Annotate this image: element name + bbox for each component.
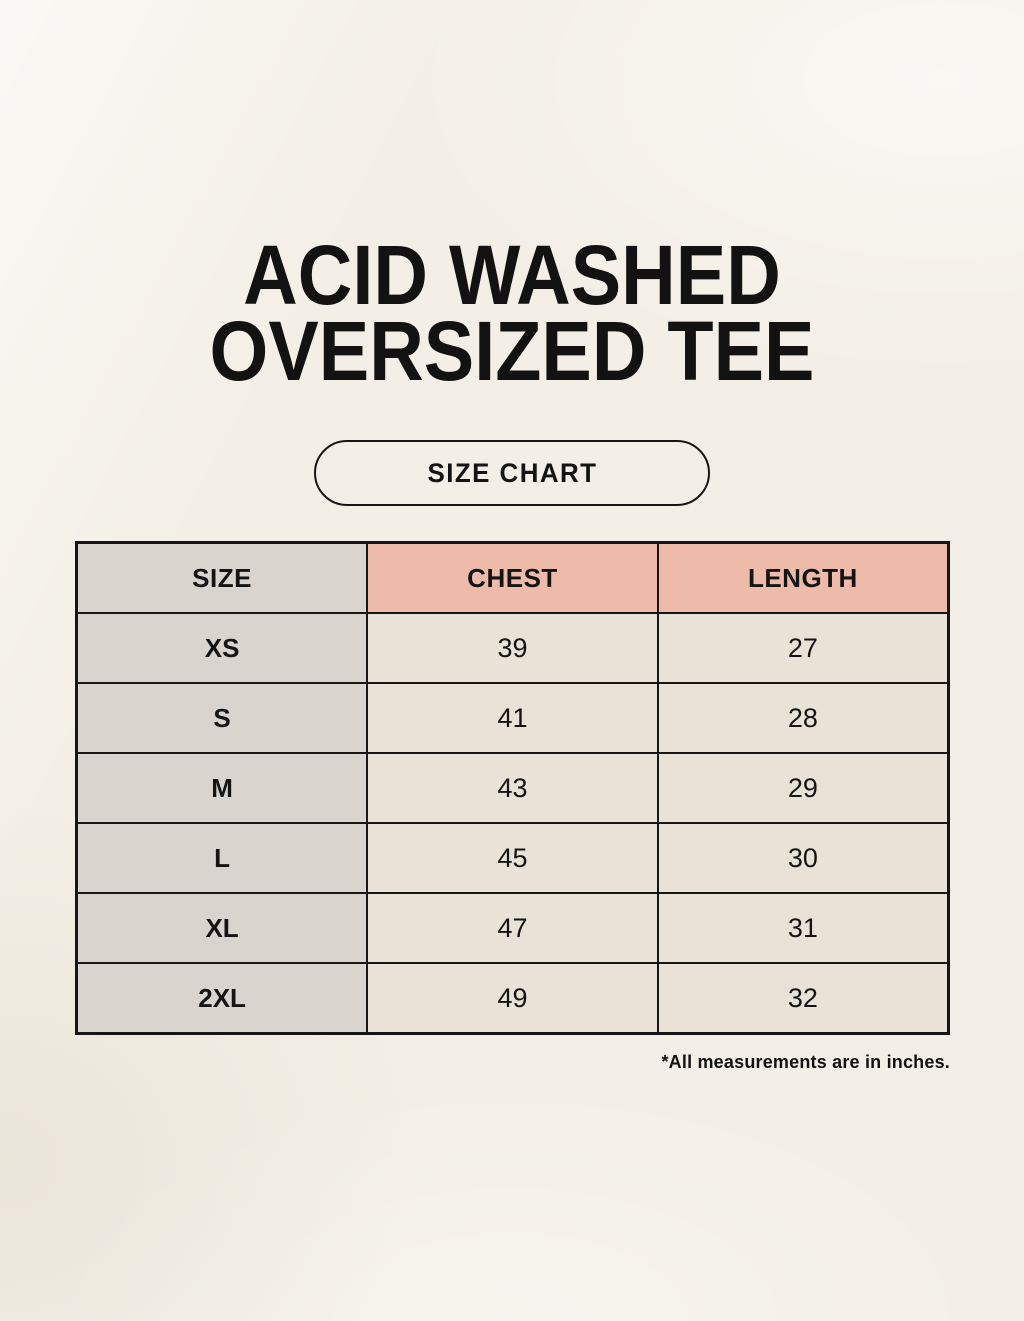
column-header-size: SIZE <box>75 541 369 614</box>
size-label: L <box>75 822 369 894</box>
table-row-2xl: 2XL 49 32 <box>75 962 950 1035</box>
size-chart-table-container: SIZE CHEST LENGTH XS 39 27 S 41 28 M 43 … <box>75 541 950 1035</box>
size-chart-badge-label: SIZE CHART <box>427 457 597 488</box>
table-row-xl: XL 47 31 <box>75 892 950 964</box>
length-value: 31 <box>656 892 950 964</box>
size-label: XS <box>75 612 369 684</box>
table-row-s: S 41 28 <box>75 682 950 754</box>
size-chart-table: SIZE CHEST LENGTH XS 39 27 S 41 28 M 43 … <box>75 541 950 1035</box>
size-label: S <box>75 682 369 754</box>
measurements-footnote: *All measurements are in inches. <box>661 1052 950 1072</box>
page-title-line-2: OVERSIZED TEE <box>209 303 815 398</box>
length-value: 27 <box>656 612 950 684</box>
chest-value: 43 <box>366 752 659 824</box>
chest-value: 47 <box>366 892 659 964</box>
column-header-chest: CHEST <box>366 541 659 614</box>
length-value: 32 <box>656 962 950 1035</box>
chest-value: 39 <box>366 612 659 684</box>
page-title-line-1: ACID WASHED <box>243 228 781 322</box>
chest-value: 41 <box>366 682 659 754</box>
chest-value: 49 <box>366 962 659 1035</box>
column-header-length: LENGTH <box>656 541 950 614</box>
table-row-l: L 45 30 <box>75 822 950 894</box>
size-chart-badge: SIZE CHART <box>314 440 710 506</box>
size-label: M <box>75 752 369 824</box>
table-header-row: SIZE CHEST LENGTH <box>75 541 950 614</box>
size-label: XL <box>75 892 369 964</box>
length-value: 28 <box>656 682 950 754</box>
table-row-xs: XS 39 27 <box>75 612 950 684</box>
chest-value: 45 <box>366 822 659 894</box>
size-label: 2XL <box>75 962 369 1035</box>
table-row-m: M 43 29 <box>75 752 950 824</box>
length-value: 29 <box>656 752 950 824</box>
length-value: 30 <box>656 822 950 894</box>
page-title: ACID WASHED OVERSIZED TEE <box>0 228 1024 398</box>
